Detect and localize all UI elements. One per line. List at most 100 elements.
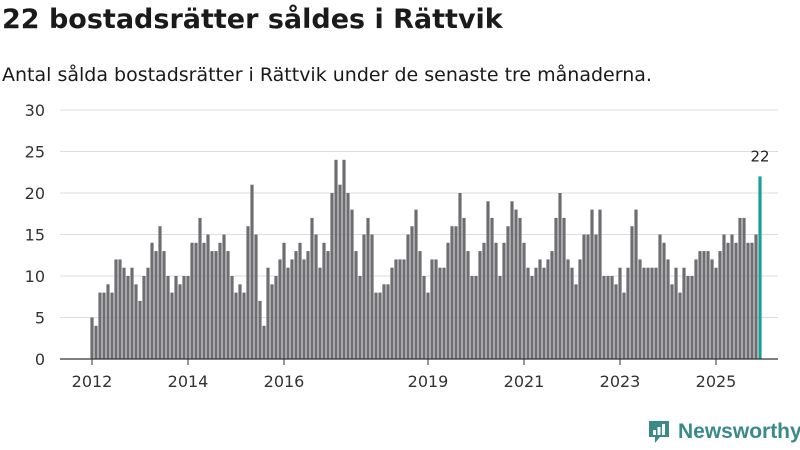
bar (654, 267, 658, 359)
bar (326, 251, 330, 359)
bar (290, 259, 294, 359)
bar (202, 242, 206, 359)
bar (474, 276, 478, 359)
bar (602, 276, 606, 359)
bar (254, 234, 258, 359)
bar (606, 276, 610, 359)
brand-name: Newsworthy (678, 420, 800, 443)
bar (482, 242, 486, 359)
bar (562, 217, 566, 359)
bar (490, 217, 494, 359)
bar (530, 276, 534, 359)
bar (390, 267, 394, 359)
bar (174, 276, 178, 359)
bar (750, 242, 754, 359)
bar (526, 267, 530, 359)
bar (430, 259, 434, 359)
x-tick-label: 2012 (72, 372, 113, 391)
bar (322, 242, 326, 359)
y-tick-label: 10 (25, 267, 45, 286)
bar (542, 267, 546, 359)
bar (362, 234, 366, 359)
bar (406, 234, 410, 359)
bar (358, 276, 362, 359)
x-tick-label: 2014 (168, 372, 209, 391)
y-tick-label: 20 (25, 184, 45, 203)
bar (106, 284, 110, 359)
bar (146, 267, 150, 359)
bar (610, 276, 614, 359)
bar (366, 217, 370, 359)
bar (458, 193, 462, 359)
bar (262, 325, 266, 359)
bar (234, 292, 238, 359)
bar (282, 242, 286, 359)
bar (726, 242, 730, 359)
bar (630, 226, 634, 359)
bar (170, 292, 174, 359)
bar (314, 234, 318, 359)
bar (466, 251, 470, 359)
bar (422, 276, 426, 359)
bar (574, 284, 578, 359)
x-tick-label: 2021 (504, 372, 545, 391)
bar (130, 267, 134, 359)
bar (318, 267, 322, 359)
bar (638, 259, 642, 359)
bar (694, 259, 698, 359)
bar (350, 209, 354, 359)
bar (286, 267, 290, 359)
bar (522, 242, 526, 359)
y-tick-label: 30 (25, 101, 45, 120)
bar (134, 284, 138, 359)
bar (622, 292, 626, 359)
bar (754, 234, 758, 359)
bar (498, 276, 502, 359)
bar (382, 284, 386, 359)
bar (370, 234, 374, 359)
bar (298, 242, 302, 359)
bar (686, 276, 690, 359)
bar (378, 292, 382, 359)
bar (214, 251, 218, 359)
bar (178, 284, 182, 359)
highlight-value-label: 22 (750, 147, 769, 165)
bar (198, 217, 202, 359)
bar (334, 159, 338, 359)
bar (94, 325, 98, 359)
bar (470, 276, 474, 359)
bar (306, 251, 310, 359)
bar (738, 217, 742, 359)
bar (478, 251, 482, 359)
bar (162, 251, 166, 359)
bar (186, 276, 190, 359)
bar (730, 234, 734, 359)
bar (510, 201, 514, 359)
bar (702, 251, 706, 359)
bar (142, 276, 146, 359)
bar (402, 259, 406, 359)
bar (546, 259, 550, 359)
bar (126, 276, 130, 359)
bar (658, 234, 662, 359)
bar (718, 251, 722, 359)
bar (626, 267, 630, 359)
bar (650, 267, 654, 359)
bar (442, 267, 446, 359)
bar (230, 276, 234, 359)
bar (222, 234, 226, 359)
bar (386, 284, 390, 359)
bar (554, 217, 558, 359)
bar (418, 251, 422, 359)
bar (514, 209, 518, 359)
bar (462, 217, 466, 359)
bar (486, 201, 490, 359)
bar (642, 267, 646, 359)
bar (454, 226, 458, 359)
bar (438, 267, 442, 359)
bar (598, 209, 602, 359)
bar (90, 317, 94, 359)
bar (618, 267, 622, 359)
bar (330, 193, 334, 359)
